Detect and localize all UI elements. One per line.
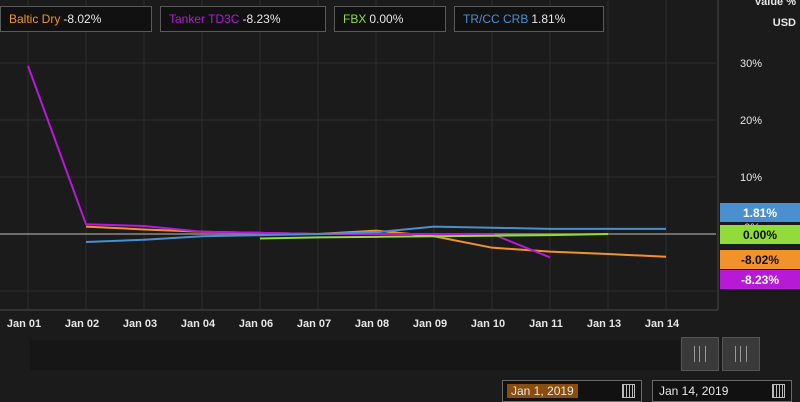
x-tick-label: Jan 10 <box>471 318 505 330</box>
legend-item-fbx[interactable]: FBX 0.00% <box>334 6 446 32</box>
series-end-badge <box>720 250 800 269</box>
end-date-field[interactable]: Jan 14, 2019 <box>652 380 792 402</box>
legend-series-name: TR/CC CRB <box>463 12 529 26</box>
legend-series-name: Tanker TD3C <box>169 12 240 26</box>
legend-series-value: 0.00% <box>369 12 404 26</box>
x-tick-label: Jan 06 <box>239 318 273 330</box>
navigator-left-handle[interactable] <box>681 337 719 371</box>
grip-icon <box>735 346 747 362</box>
x-tick-label: Jan 07 <box>297 318 331 330</box>
x-tick-label: Jan 02 <box>65 318 99 330</box>
series-end-label: -8.02% <box>741 253 779 267</box>
x-tick-label: Jan 13 <box>587 318 621 330</box>
x-tick-label: Jan 09 <box>413 318 447 330</box>
x-tick-label: Jan 01 <box>7 318 41 330</box>
legend-series-value: -8.02% <box>63 12 102 26</box>
series-line-baltic-dry <box>85 225 667 258</box>
navigator-right-handle[interactable] <box>722 337 760 371</box>
legend-item-tr-cc-crb[interactable]: TR/CC CRB 1.81% <box>454 6 604 32</box>
series-end-label: 0.00% <box>743 228 777 242</box>
x-tick-label: Jan 11 <box>529 318 563 330</box>
series-end-label: -8.23% <box>741 273 779 287</box>
series-end-badge <box>720 203 800 222</box>
time-navigator[interactable] <box>30 340 680 370</box>
start-date-field[interactable]: Jan 1, 2019 <box>502 380 642 402</box>
start-date-value: Jan 1, 2019 <box>507 384 578 398</box>
series-end-label: 1.81% <box>743 206 777 220</box>
series-line-tanker-td3c <box>27 65 551 259</box>
legend-item-baltic-dry[interactable]: Baltic Dry -8.02% <box>0 6 152 32</box>
grip-icon <box>694 346 706 362</box>
legend-series-name: FBX <box>343 12 367 26</box>
legend-item-tanker-td3c[interactable]: Tanker TD3C -8.23% <box>160 6 326 32</box>
calendar-icon[interactable] <box>622 384 635 398</box>
series-end-badge <box>720 270 800 289</box>
y-tick-label: 20% <box>740 115 762 127</box>
y-tick-label: 10% <box>740 172 762 184</box>
x-tick-label: Jan 08 <box>355 318 389 330</box>
x-tick-label: Jan 14 <box>645 318 680 330</box>
series-line-fbx <box>259 233 609 240</box>
legend-series-value: 1.81% <box>531 12 566 26</box>
series-end-badge <box>720 225 800 244</box>
end-date-value: Jan 14, 2019 <box>659 384 729 398</box>
x-tick-label: Jan 04 <box>181 318 216 330</box>
calendar-icon[interactable] <box>772 384 785 398</box>
legend-series-name: Baltic Dry <box>9 12 61 26</box>
plot-background <box>0 0 716 310</box>
legend-series-value: -8.23% <box>242 12 281 26</box>
y-axis-title: Value % <box>754 0 796 8</box>
series-line-tr-cc-crb <box>85 225 666 243</box>
y-axis-unit: USD <box>772 17 796 29</box>
x-tick-label: Jan 03 <box>123 318 157 330</box>
y-tick-label: 30% <box>740 58 762 70</box>
